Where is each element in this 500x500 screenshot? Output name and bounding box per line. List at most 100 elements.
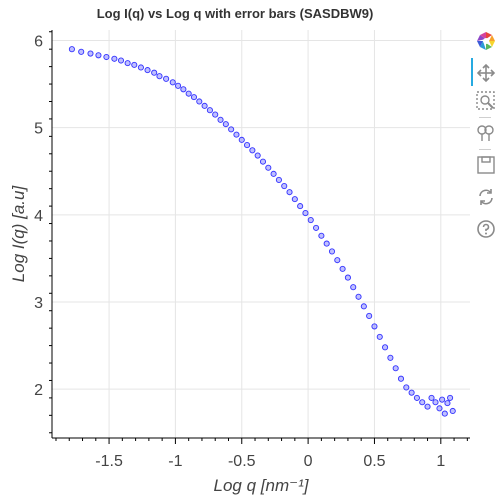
data-point bbox=[124, 60, 131, 67]
active-tool-indicator bbox=[471, 58, 473, 86]
x-tick-label: -1.5 bbox=[95, 453, 123, 470]
data-point bbox=[131, 61, 138, 68]
data-point bbox=[151, 69, 158, 76]
data-point bbox=[175, 82, 182, 89]
data-point bbox=[190, 94, 198, 101]
toolbar-separator bbox=[479, 149, 491, 150]
data-point bbox=[328, 248, 336, 255]
data-point bbox=[447, 394, 454, 401]
data-point bbox=[366, 312, 373, 319]
data-point bbox=[444, 400, 451, 407]
data-point bbox=[244, 142, 251, 149]
y-tick-label: 4 bbox=[34, 208, 43, 225]
data-point bbox=[212, 111, 219, 118]
y-tick-label: 6 bbox=[34, 33, 43, 50]
data-point bbox=[180, 86, 187, 93]
bokeh-logo-icon[interactable] bbox=[475, 30, 497, 52]
data-point bbox=[360, 303, 367, 310]
data-point bbox=[163, 75, 170, 82]
data-point bbox=[156, 73, 163, 80]
toolbar-separator bbox=[479, 117, 491, 118]
data-point bbox=[313, 224, 320, 231]
grid bbox=[52, 30, 470, 438]
data-point bbox=[323, 240, 330, 247]
data-point bbox=[270, 170, 277, 177]
pan-icon[interactable] bbox=[475, 62, 497, 84]
data-point bbox=[419, 399, 426, 406]
y-axis-label: Log I(q) [a.u] bbox=[9, 185, 28, 283]
wheel-zoom-icon[interactable] bbox=[475, 122, 497, 144]
data-point bbox=[78, 48, 85, 55]
box-zoom-icon[interactable] bbox=[475, 90, 497, 112]
y-tick-label: 2 bbox=[34, 382, 43, 399]
data-point bbox=[339, 265, 346, 272]
data-point bbox=[291, 196, 298, 203]
data-point bbox=[217, 116, 224, 123]
chart: -1.5 -1 -0.5 0 0.5 1 2 3 4 5 6 Log q [nm⁻¹] Log I(… bbox=[9, 30, 470, 495]
data-point bbox=[297, 203, 304, 210]
data-point bbox=[376, 333, 383, 340]
x-axis-label: Log q [nm⁻¹] bbox=[214, 476, 310, 495]
data-point bbox=[387, 354, 394, 361]
data-point bbox=[201, 102, 208, 109]
axes: -1.5 -1 -0.5 0 0.5 1 2 3 4 5 6 bbox=[34, 30, 470, 470]
data-point bbox=[117, 57, 125, 64]
reset-icon[interactable] bbox=[475, 186, 497, 208]
data-point bbox=[68, 46, 75, 53]
chart-title: Log I(q) vs Log q with error bars (SASDB… bbox=[96, 6, 374, 21]
data-point bbox=[249, 147, 256, 154]
data-point bbox=[275, 176, 282, 183]
data-point bbox=[397, 375, 405, 382]
data-point bbox=[196, 98, 203, 105]
data-point bbox=[413, 394, 420, 401]
data-point bbox=[265, 164, 272, 171]
y-tick-label: 3 bbox=[34, 295, 43, 312]
data-point bbox=[355, 293, 362, 300]
data-point bbox=[428, 394, 435, 401]
data-point bbox=[238, 136, 245, 143]
x-tick-label: 0 bbox=[304, 453, 313, 470]
data-point bbox=[350, 284, 357, 291]
data-point bbox=[206, 107, 213, 114]
x-tick-label: -0.5 bbox=[228, 453, 256, 470]
data-point bbox=[137, 64, 144, 71]
x-tick-label: 1 bbox=[436, 453, 445, 470]
data-point bbox=[392, 365, 399, 372]
data-point bbox=[344, 274, 351, 281]
data-point bbox=[281, 183, 288, 190]
data-point bbox=[144, 67, 151, 74]
data-point bbox=[408, 389, 415, 396]
data-point bbox=[436, 405, 443, 412]
data-point bbox=[432, 399, 439, 406]
data-point bbox=[87, 50, 94, 57]
data-point bbox=[424, 403, 431, 410]
data-points bbox=[68, 46, 456, 417]
data-point bbox=[382, 344, 389, 351]
data-point bbox=[95, 52, 102, 59]
data-point bbox=[185, 90, 192, 97]
data-point bbox=[439, 396, 446, 403]
data-point bbox=[111, 55, 118, 62]
data-point bbox=[307, 217, 314, 224]
x-tick-label: 0.5 bbox=[363, 453, 385, 470]
data-point bbox=[403, 384, 410, 391]
data-point bbox=[449, 407, 456, 415]
data-point bbox=[169, 79, 176, 86]
data-point bbox=[286, 189, 293, 196]
data-point bbox=[259, 158, 267, 165]
save-icon[interactable] bbox=[475, 154, 497, 176]
data-point bbox=[441, 410, 448, 417]
help-icon[interactable] bbox=[475, 218, 497, 240]
data-point bbox=[233, 131, 240, 138]
data-point bbox=[254, 152, 261, 159]
data-point bbox=[371, 323, 378, 330]
data-point bbox=[302, 210, 309, 217]
data-point bbox=[228, 126, 235, 133]
plot-area bbox=[52, 30, 470, 438]
x-tick-label: -1 bbox=[168, 453, 182, 470]
data-point bbox=[318, 232, 325, 239]
data-point bbox=[103, 53, 110, 61]
data-point bbox=[334, 257, 341, 264]
y-tick-label: 5 bbox=[34, 121, 43, 138]
data-point bbox=[222, 121, 229, 128]
